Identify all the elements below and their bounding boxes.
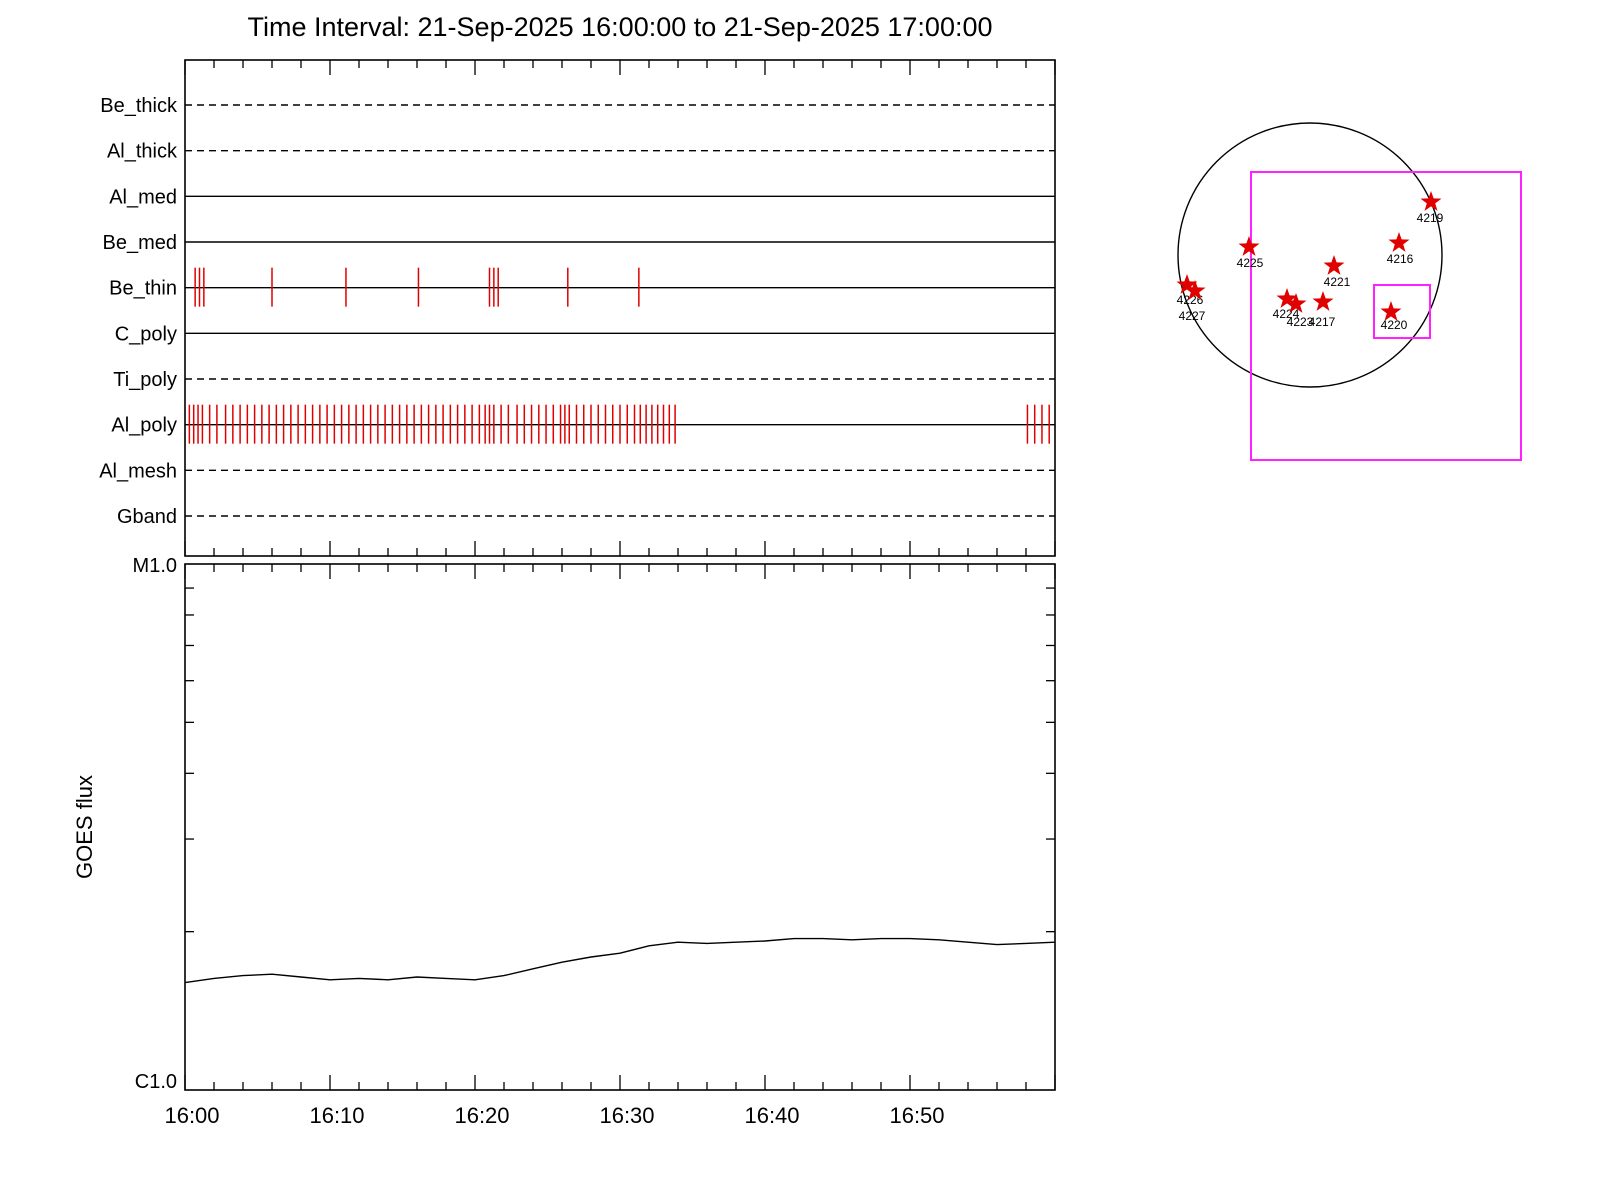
goes-flux-line [184,937,1056,984]
active-region-star-4227 [1184,280,1206,300]
active-region-star-4221 [1323,255,1345,275]
filter-row-label-Al_med: Al_med [109,186,177,208]
time-label: 16:50 [889,1103,944,1128]
goes-bottom-label: C1.0 [135,1071,177,1093]
figure-title: Time Interval: 21-Sep-2025 16:00:00 to 2… [247,12,993,42]
active-region-star-4217 [1312,291,1334,311]
active-region-label-4221: 4221 [1324,275,1351,289]
active-region-star-4224 [1276,288,1298,308]
time-label: 16:40 [744,1103,799,1128]
filter-row-label-C_poly: C_poly [115,323,177,345]
fov-box-1 [1250,171,1522,461]
active-region-star-4220 [1380,301,1402,321]
time-label: 16:00 [164,1103,219,1128]
active-region-label-4227: 4227 [1179,309,1206,323]
time-label: 16:10 [309,1103,364,1128]
active-region-label-4220: 4220 [1381,318,1408,332]
filter-row-label-Al_mesh: Al_mesh [99,460,177,482]
fov-box-2 [1373,284,1431,339]
active-region-label-4223: 4223 [1287,315,1314,329]
active-region-label-4219: 4219 [1417,211,1444,225]
filter-timeline-panel [184,59,1056,557]
filter-row-label-Al_thick: Al_thick [107,141,178,163]
time-label: 16:20 [454,1103,509,1128]
active-region-label-4217: 4217 [1309,315,1336,329]
filter-row-label-Al_poly: Al_poly [111,415,177,437]
goes-top-label: M1.0 [133,555,177,577]
goes-flux-panel [184,563,1056,1091]
active-region-star-4226 [1176,274,1198,294]
filter-row-label-Be_med: Be_med [103,232,178,254]
active-region-star-4223 [1285,293,1307,313]
active-region-label-4225: 4225 [1237,256,1264,270]
active-region-star-4216 [1388,232,1410,252]
active-region-star-4219 [1420,191,1442,211]
goes-ylabel: GOES flux [72,775,97,879]
filter-row-label-Ti_poly: Ti_poly [113,369,177,391]
active-region-label-4216: 4216 [1387,252,1414,266]
solar-limb [1177,122,1443,388]
active-region-star-4225 [1238,236,1260,256]
filter-row-label-Be_thick: Be_thick [100,95,178,117]
filter-row-label-Gband: Gband [117,506,177,528]
time-label: 16:30 [599,1103,654,1128]
filter-row-label-Be_thin: Be_thin [109,278,177,300]
